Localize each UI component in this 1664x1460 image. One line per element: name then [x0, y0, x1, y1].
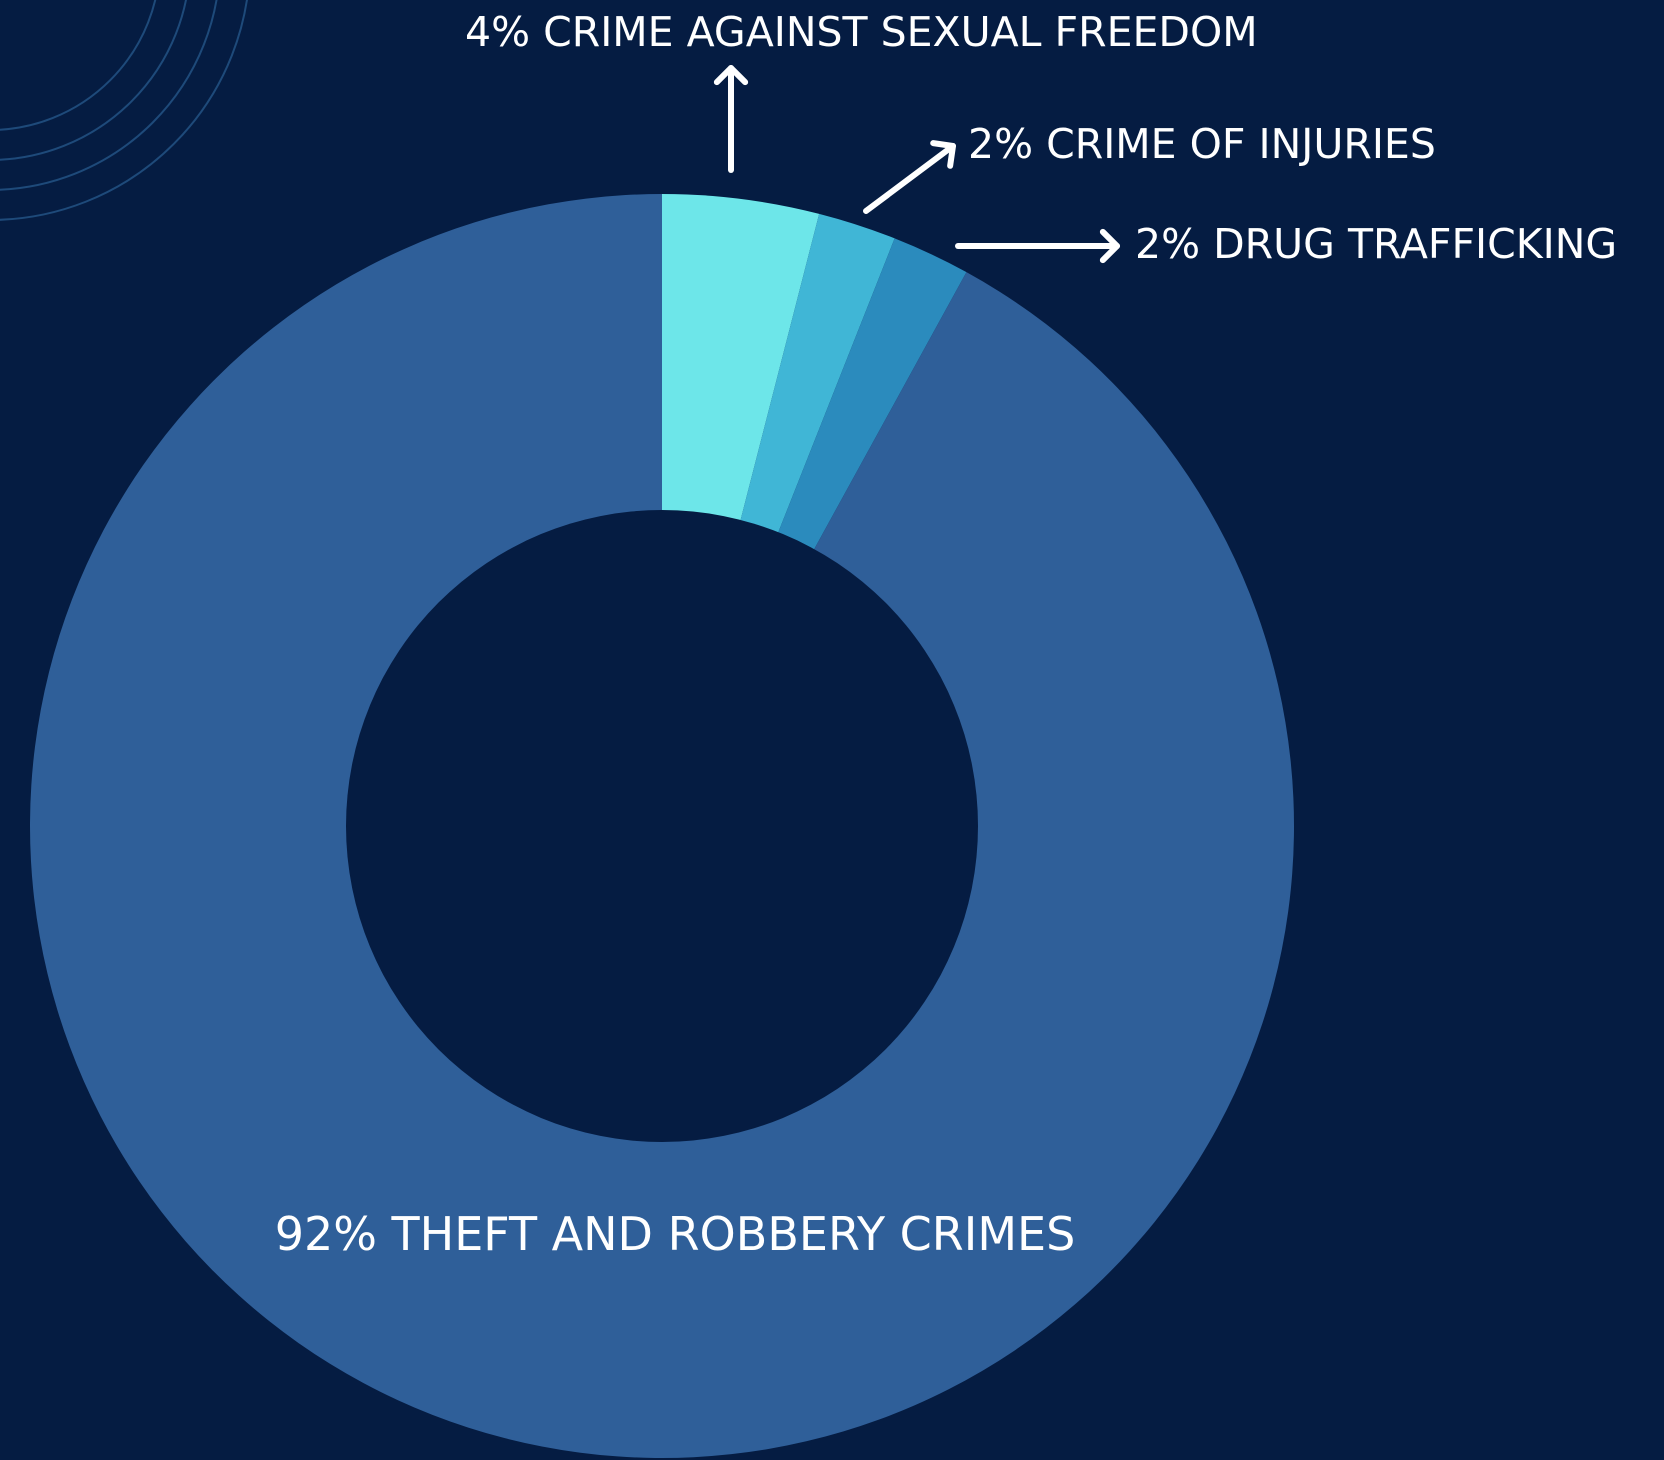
donut-hole [346, 510, 978, 1142]
decorative-arcs [0, 0, 248, 221]
leader-arrow-sexual-freedom [713, 65, 749, 173]
decorative-arc [0, 0, 187, 161]
decorative-arc [0, 0, 248, 221]
leader-arrows [713, 65, 1120, 264]
leader-arrow-injuries [863, 140, 956, 214]
slice-label-drug-trafficking: 2% DRUG TRAFFICKING [1135, 220, 1617, 268]
slice-labels: 4% CRIME AGAINST SEXUAL FREEDOM 2% CRIME … [275, 8, 1617, 1261]
slice-label-crime-of-injuries: 2% CRIME OF INJURIES [968, 120, 1436, 168]
decorative-arc [0, 0, 157, 131]
leader-arrow-drug-trafficking [955, 228, 1120, 264]
slice-label-crime-against-sexual-freedom: 4% CRIME AGAINST SEXUAL FREEDOM [465, 8, 1258, 56]
decorative-arc [0, 0, 218, 191]
slice-label-theft-and-robbery-crimes: 92% THEFT AND ROBBERY CRIMES [275, 1207, 1076, 1261]
